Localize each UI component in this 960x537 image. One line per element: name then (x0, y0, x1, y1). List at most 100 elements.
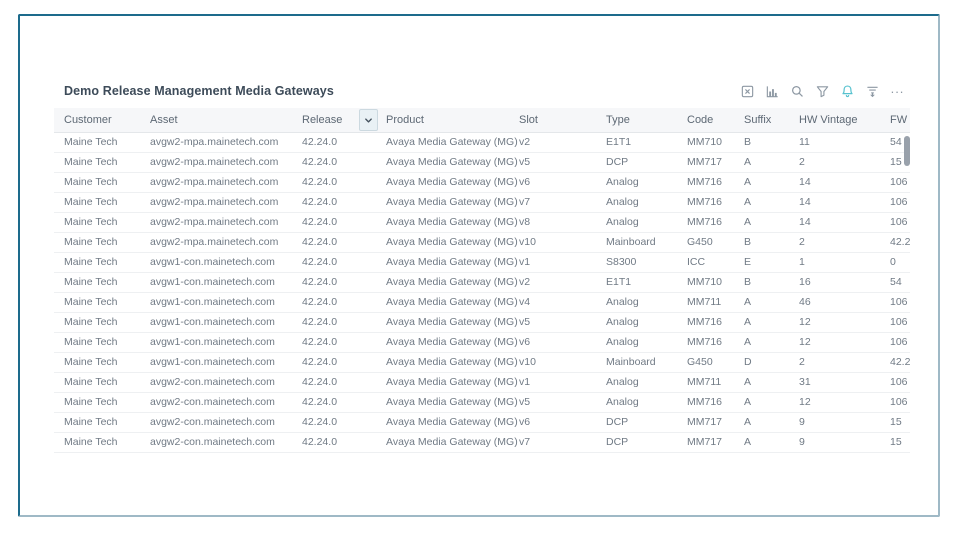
cell-release: 42.24.0 (302, 176, 338, 188)
cell-customer: Maine Tech (64, 236, 118, 248)
column-header-fw[interactable]: FW (890, 114, 908, 126)
cell-code: MM711 (687, 376, 722, 388)
cell-release: 42.24.0 (302, 376, 338, 388)
chevron-down-icon (364, 116, 373, 125)
clear-filters-icon (865, 84, 880, 99)
cell-release: 42.24.0 (302, 316, 338, 328)
more-options-button[interactable]: ... (889, 82, 906, 100)
page-title: Demo Release Management Media Gateways (64, 84, 334, 98)
cell-product: Avaya Media Gateway (MG) (386, 256, 518, 268)
table-header-row: Customer Asset Release Product Slot Type… (54, 108, 910, 133)
cell-release: 42.24.0 (302, 436, 338, 448)
table-toolbar: ... (739, 80, 906, 102)
cell-type: Analog (606, 176, 639, 188)
cell-suffix: A (744, 196, 752, 208)
column-header-hw-vintage[interactable]: HW Vintage (799, 114, 858, 126)
cell-customer: Maine Tech (64, 416, 118, 428)
table-row[interactable]: Maine Tech avgw1-con.mainetech.com 42.24.0… (54, 333, 910, 353)
table-row[interactable]: Maine Tech avgw1-con.mainetech.com 42.24.0… (54, 293, 910, 313)
cell-asset: avgw1-con.mainetech.com (150, 296, 275, 308)
cell-release: 42.24.0 (302, 256, 338, 268)
cell-release: 42.24.0 (302, 396, 338, 408)
clear-filters-button[interactable] (864, 83, 881, 100)
cell-suffix: A (744, 296, 752, 308)
cell-slot: v4 (519, 296, 531, 308)
chart-view-button[interactable] (764, 83, 781, 100)
cell-hw-vintage: 12 (799, 336, 811, 348)
column-header-customer[interactable]: Customer (64, 114, 112, 126)
cell-release: 42.24.0 (302, 136, 338, 148)
cell-release: 42.24.0 (302, 196, 338, 208)
table-row[interactable]: Maine Tech avgw2-mpa.mainetech.com 42.24.0… (54, 153, 910, 173)
cell-customer: Maine Tech (64, 196, 118, 208)
table-row[interactable]: Maine Tech avgw2-mpa.mainetech.com 42.24.0… (54, 193, 910, 213)
cell-product: Avaya Media Gateway (MG) (386, 236, 518, 248)
cell-asset: avgw1-con.mainetech.com (150, 316, 275, 328)
cell-suffix: B (744, 136, 752, 148)
cell-slot: v1 (519, 256, 531, 268)
cell-hw-vintage: 1 (799, 256, 805, 268)
column-header-release[interactable]: Release (302, 108, 386, 132)
cell-release: 42.24.0 (302, 156, 338, 168)
table-row[interactable]: Maine Tech avgw1-con.mainetech.com 42.24.0… (54, 273, 910, 293)
table-row[interactable]: Maine Tech avgw2-con.mainetech.com 42.24.0… (54, 433, 910, 453)
cell-product: Avaya Media Gateway (MG) (386, 196, 518, 208)
cell-slot: v6 (519, 336, 531, 348)
column-header-asset[interactable]: Asset (150, 114, 178, 126)
cell-suffix: A (744, 396, 752, 408)
cell-suffix: A (744, 176, 752, 188)
cell-slot: v2 (519, 276, 531, 288)
column-header-product[interactable]: Product (386, 114, 424, 126)
cell-type: Mainboard (606, 356, 656, 368)
cell-slot: v6 (519, 416, 531, 428)
column-header-slot[interactable]: Slot (519, 114, 538, 126)
table-row[interactable]: Maine Tech avgw2-con.mainetech.com 42.24.0… (54, 393, 910, 413)
cell-asset: avgw2-con.mainetech.com (150, 416, 275, 428)
table-row[interactable]: Maine Tech avgw2-con.mainetech.com 42.24.0… (54, 373, 910, 393)
cell-hw-vintage: 31 (799, 376, 811, 388)
app-window: Demo Release Management Media Gateways (18, 14, 940, 517)
cell-fw: 54 (890, 136, 902, 148)
cell-customer: Maine Tech (64, 276, 118, 288)
table-row[interactable]: Maine Tech avgw1-con.mainetech.com 42.24.0… (54, 313, 910, 333)
cell-fw: 106 (890, 336, 908, 348)
table-row[interactable]: Maine Tech avgw2-mpa.mainetech.com 42.24.0… (54, 133, 910, 153)
cell-suffix: D (744, 356, 752, 368)
column-header-suffix[interactable]: Suffix (744, 114, 772, 126)
cell-product: Avaya Media Gateway (MG) (386, 336, 518, 348)
cell-hw-vintage: 9 (799, 436, 805, 448)
cell-customer: Maine Tech (64, 396, 118, 408)
filter-button[interactable] (814, 83, 831, 100)
cell-suffix: A (744, 316, 752, 328)
cell-code: MM716 (687, 396, 723, 408)
table-row[interactable]: Maine Tech avgw1-con.mainetech.com 42.24.0… (54, 253, 910, 273)
cell-slot: v10 (519, 236, 536, 248)
search-button[interactable] (789, 83, 806, 100)
cell-fw: 15 (890, 416, 902, 428)
cell-code: MM710 (687, 136, 723, 148)
cell-release: 42.24.0 (302, 336, 338, 348)
cell-hw-vintage: 16 (799, 276, 811, 288)
cell-code: G450 (687, 236, 713, 248)
cell-code: MM717 (687, 156, 723, 168)
cell-product: Avaya Media Gateway (MG) (386, 296, 518, 308)
table-row[interactable]: Maine Tech avgw2-mpa.mainetech.com 42.24.0… (54, 233, 910, 253)
cell-slot: v8 (519, 216, 531, 228)
table-row[interactable]: Maine Tech avgw2-mpa.mainetech.com 42.24.0… (54, 213, 910, 233)
scrollbar-thumb[interactable] (904, 136, 910, 166)
column-header-type[interactable]: Type (606, 114, 630, 126)
vertical-scrollbar[interactable] (904, 134, 910, 453)
excel-export-button[interactable] (739, 83, 756, 100)
cell-suffix: A (744, 216, 752, 228)
cell-product: Avaya Media Gateway (MG) (386, 136, 518, 148)
table-row[interactable]: Maine Tech avgw1-con.mainetech.com 42.24.0… (54, 353, 910, 373)
release-filter-dropdown[interactable] (359, 109, 378, 131)
cell-asset: avgw1-con.mainetech.com (150, 336, 275, 348)
search-icon (790, 84, 805, 99)
cell-slot: v10 (519, 356, 536, 368)
alerts-button[interactable] (839, 83, 856, 100)
table-row[interactable]: Maine Tech avgw2-con.mainetech.com 42.24.0… (54, 413, 910, 433)
column-header-code[interactable]: Code (687, 114, 714, 126)
table-row[interactable]: Maine Tech avgw2-mpa.mainetech.com 42.24.0… (54, 173, 910, 193)
cell-slot: v2 (519, 136, 531, 148)
